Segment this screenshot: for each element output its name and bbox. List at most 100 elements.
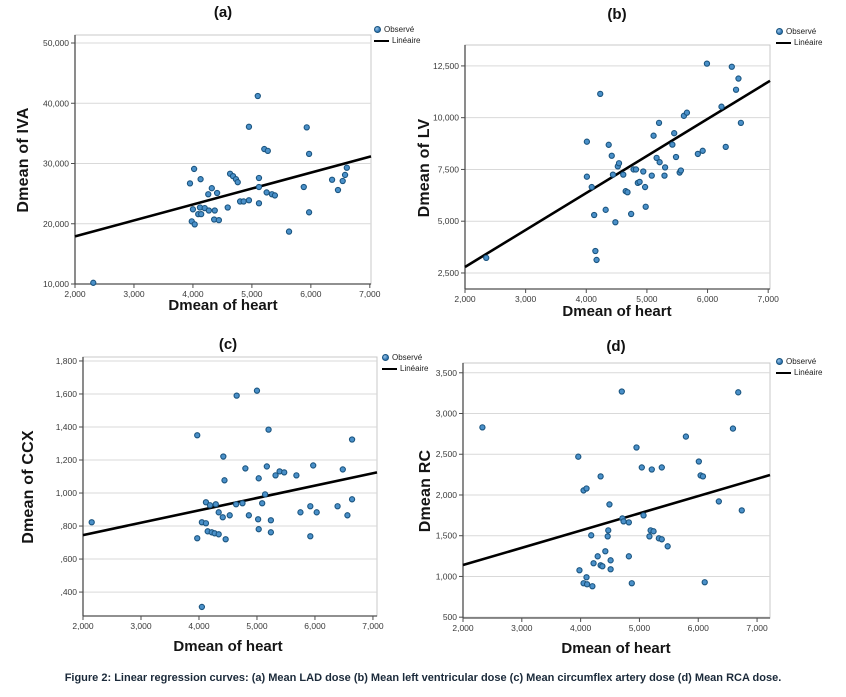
- data-point: [737, 119, 745, 127]
- legend-linear-label: Linéaire: [400, 364, 429, 373]
- legend-observed-label: Observé: [384, 25, 415, 34]
- y-tick-label: 1,600: [56, 389, 78, 399]
- data-point: [272, 472, 279, 479]
- data-point: [293, 472, 300, 479]
- y-tick-label: 50,000: [43, 38, 69, 48]
- gridlines: [463, 372, 770, 618]
- data-point: [221, 477, 228, 484]
- data-point: [343, 164, 350, 171]
- data-point: [718, 103, 725, 110]
- data-point: [90, 279, 97, 286]
- legend-observed-label: Observé: [786, 357, 817, 366]
- data-point: [602, 206, 609, 213]
- y-tick-label: 1,400: [56, 422, 78, 432]
- y-tick-label: 5,000: [438, 216, 460, 226]
- data-point: [605, 527, 612, 534]
- subplot-a-title: (a): [213, 4, 233, 21]
- subplot-b-legend: Observé Linéaire: [776, 26, 822, 48]
- data-point: [608, 152, 615, 159]
- data-point: [255, 200, 263, 207]
- data-point: [194, 432, 201, 439]
- y-tick-label: 3,000: [436, 409, 458, 419]
- subplot-b-y-axis-label: Dmean of LV: [416, 118, 433, 218]
- data-point: [303, 124, 310, 131]
- data-point: [607, 557, 614, 564]
- data-point: [205, 207, 212, 214]
- subplot-c-legend: Observé Linéaire: [382, 352, 428, 374]
- y-tick-label: 7,500: [438, 164, 460, 174]
- data-point: [715, 498, 722, 505]
- regression-line: [74, 155, 372, 238]
- data-point: [264, 147, 271, 155]
- data-point: [334, 186, 342, 194]
- legend-observed-label: Observé: [392, 353, 423, 362]
- data-point: [255, 174, 263, 182]
- data-point: [588, 183, 595, 191]
- data-point: [641, 183, 649, 191]
- data-point: [583, 581, 591, 588]
- data-point: [271, 192, 279, 199]
- legend-observed-label: Observé: [786, 27, 817, 36]
- data-point: [191, 221, 198, 228]
- data-point: [255, 475, 262, 482]
- subplot-b-x-axis-label: Dmean of heart: [562, 303, 672, 320]
- data-point: [677, 167, 685, 174]
- data-point: [664, 543, 671, 550]
- data-point: [205, 191, 212, 198]
- data-point: [592, 247, 599, 255]
- data-point: [732, 86, 740, 93]
- x-tick-label: 5,000: [241, 289, 263, 299]
- data-point: [215, 509, 222, 516]
- data-point: [215, 216, 223, 224]
- data-point: [624, 189, 631, 196]
- data-point: [239, 500, 246, 507]
- tick-labels: 500 1,000 1,500 2,000 2,500 3,000 3,500 2,000 3,…: [436, 368, 768, 633]
- data-point: [615, 160, 623, 167]
- plot-area-a: 10,000 20,000 30,000 40,000 50,000 2,000 3,000…: [43, 34, 381, 299]
- legend-linear-label: Linéaire: [794, 38, 823, 47]
- y-tick-label: 1,000: [436, 571, 458, 581]
- y-tick-label: 40,000: [43, 98, 69, 108]
- data-point: [226, 512, 233, 519]
- data-point: [307, 503, 314, 510]
- plot-area-d: 500 1,000 1,500 2,000 2,500 3,000 3,500 2,000 3,…: [436, 362, 771, 633]
- data-point: [729, 425, 737, 432]
- y-tick-label: 10,000: [43, 279, 69, 289]
- data-point: [646, 533, 653, 540]
- data-point: [341, 171, 349, 179]
- x-tick-label: 4,000: [182, 289, 204, 299]
- y-tick-label: ,800: [60, 521, 77, 531]
- y-tick-label: ,600: [60, 554, 77, 564]
- data-point: [583, 574, 590, 581]
- plot-frame: [462, 362, 771, 619]
- data-point: [245, 512, 252, 519]
- data-point: [219, 514, 226, 521]
- data-point: [194, 535, 201, 542]
- y-tick-label: 20,000: [43, 219, 69, 229]
- plot-frame: [74, 34, 372, 285]
- data-point: [605, 141, 612, 148]
- data-point: [208, 185, 215, 192]
- data-point: [628, 580, 635, 587]
- data-point: [259, 500, 266, 507]
- y-tick-label: 1,000: [56, 488, 78, 498]
- data-point: [735, 75, 742, 82]
- data-point: [583, 173, 591, 180]
- x-tick-label: 6,000: [304, 621, 326, 631]
- data-point: [642, 203, 649, 210]
- data-point: [348, 436, 356, 443]
- data-point: [212, 501, 219, 508]
- x-tick-label: 5,000: [636, 294, 658, 304]
- data-point: [606, 501, 613, 508]
- linear-marker-icon: [382, 367, 397, 370]
- y-tick-label: 12,500: [433, 61, 459, 71]
- data-point: [253, 387, 261, 394]
- tick-labels: 10,000 20,000 30,000 40,000 50,000 2,000 3,000…: [43, 38, 381, 299]
- data-point: [591, 211, 598, 219]
- data-point: [583, 138, 591, 145]
- data-point: [590, 560, 597, 567]
- data-point: [232, 501, 240, 508]
- data-point: [701, 579, 708, 586]
- y-tick-label: 500: [443, 612, 457, 622]
- data-point: [588, 532, 595, 539]
